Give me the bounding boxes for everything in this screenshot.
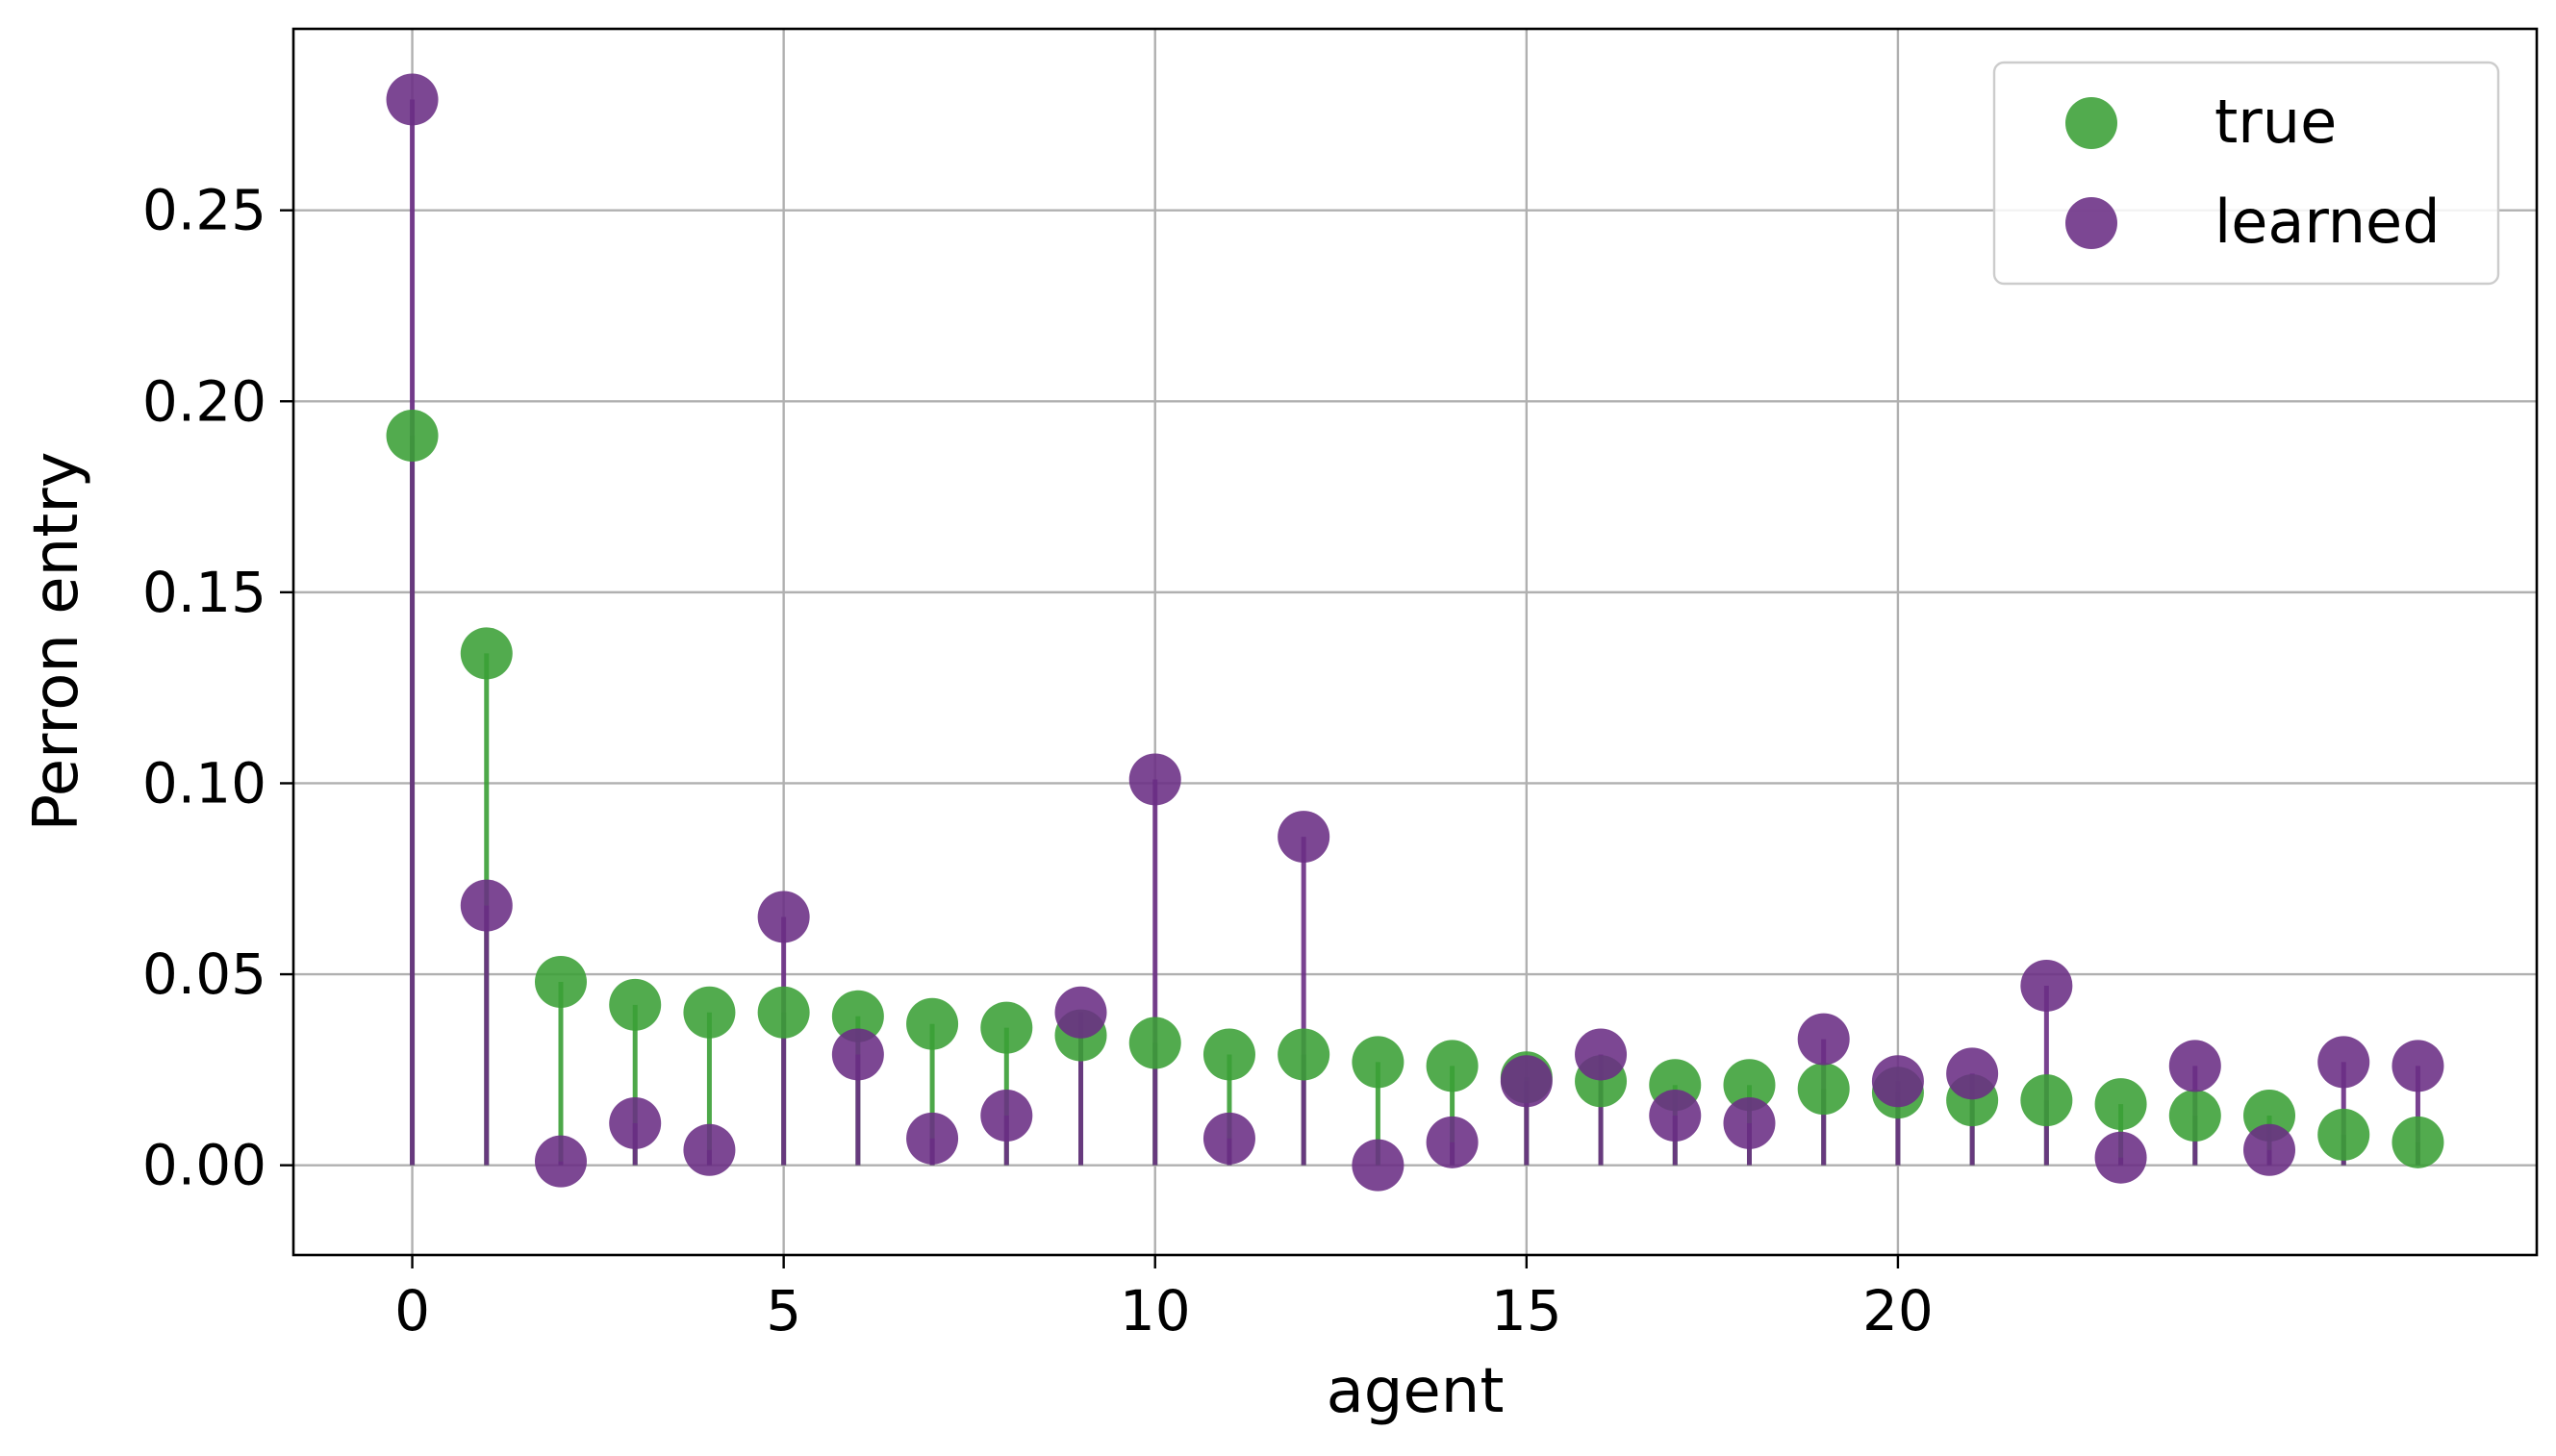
marker-learned [1723, 1096, 1776, 1149]
marker-true [2020, 1074, 2073, 1127]
marker-true [1278, 1028, 1330, 1081]
legend-box [1992, 61, 2500, 286]
marker-true [2392, 1116, 2444, 1168]
ticks: 0 5 10 15 20 0.00 0.05 0.10 0.15 0.20 0.25 [142, 178, 1934, 1343]
marker-true [2168, 1090, 2221, 1142]
marker-true [1202, 1028, 1255, 1081]
marker-true [906, 997, 959, 1050]
marker-true [460, 627, 513, 680]
marker-learned [831, 1028, 884, 1081]
legend-label-learned: learned [2214, 187, 2441, 257]
plot-frame [291, 27, 2539, 1257]
y-axis-label: Perron entry [21, 451, 92, 831]
x-tick-label: 10 [1120, 1278, 1191, 1343]
marker-learned [609, 1096, 662, 1149]
marker-learned [1500, 1055, 1553, 1108]
marker-true [1797, 1063, 1850, 1116]
marker-learned [1797, 1013, 1850, 1066]
marker-learned [1128, 753, 1181, 806]
marker-true [683, 986, 736, 1039]
marker-learned [2168, 1040, 2221, 1092]
y-tick-label: 0.00 [142, 1133, 266, 1198]
y-tick-label: 0.25 [142, 178, 266, 243]
x-tick-label: 15 [1491, 1278, 1562, 1343]
marker-true [2094, 1078, 2147, 1131]
legend-marker-learned [2065, 197, 2117, 249]
marker-true [757, 986, 810, 1039]
marker-true [2317, 1108, 2370, 1161]
marker-true [831, 990, 884, 1042]
marker-true [534, 956, 587, 1009]
marker-learned [2392, 1040, 2444, 1092]
x-tick-label: 20 [1862, 1278, 1934, 1343]
x-tick-label: 5 [766, 1278, 801, 1343]
marker-true [1128, 1017, 1181, 1069]
marker-learned [2094, 1131, 2147, 1184]
marker-true [1723, 1059, 1776, 1112]
marker-learned [980, 1090, 1033, 1142]
legend-marker-true [2065, 97, 2117, 149]
marker-learned [2243, 1123, 2296, 1176]
y-tick-label: 0.20 [142, 368, 266, 434]
marker-true [980, 1001, 1033, 1054]
y-tick-label: 0.10 [142, 750, 266, 816]
marker-learned [757, 891, 810, 943]
marker-learned [534, 1135, 587, 1188]
marker-learned [1352, 1139, 1405, 1192]
marker-learned [683, 1123, 736, 1176]
marker-true [609, 978, 662, 1031]
marker-learned [2020, 959, 2073, 1012]
marker-learned [1871, 1055, 1924, 1108]
legend-label-true: true [2214, 87, 2337, 157]
marker-true [1426, 1040, 1479, 1092]
marker-learned [386, 73, 439, 126]
marker-learned [1575, 1028, 1628, 1081]
x-tick-label: 0 [394, 1278, 430, 1343]
marker-learned [1946, 1047, 1999, 1100]
marker-learned [1202, 1112, 1255, 1165]
markers [386, 73, 2444, 1192]
x-axis-label: agent [1327, 1356, 1505, 1427]
marker-learned [906, 1112, 959, 1165]
marker-learned [460, 879, 513, 932]
y-tick-label: 0.15 [142, 560, 266, 625]
marker-learned [2317, 1036, 2370, 1089]
legend: true learned [1992, 61, 2500, 286]
marker-learned [1054, 986, 1107, 1039]
marker-learned [1649, 1090, 1702, 1142]
marker-learned [1426, 1116, 1479, 1168]
grid [293, 29, 2537, 1255]
marker-true [1352, 1036, 1405, 1089]
marker-true [386, 410, 439, 463]
marker-learned [1278, 811, 1330, 864]
y-tick-label: 0.05 [142, 941, 266, 1007]
